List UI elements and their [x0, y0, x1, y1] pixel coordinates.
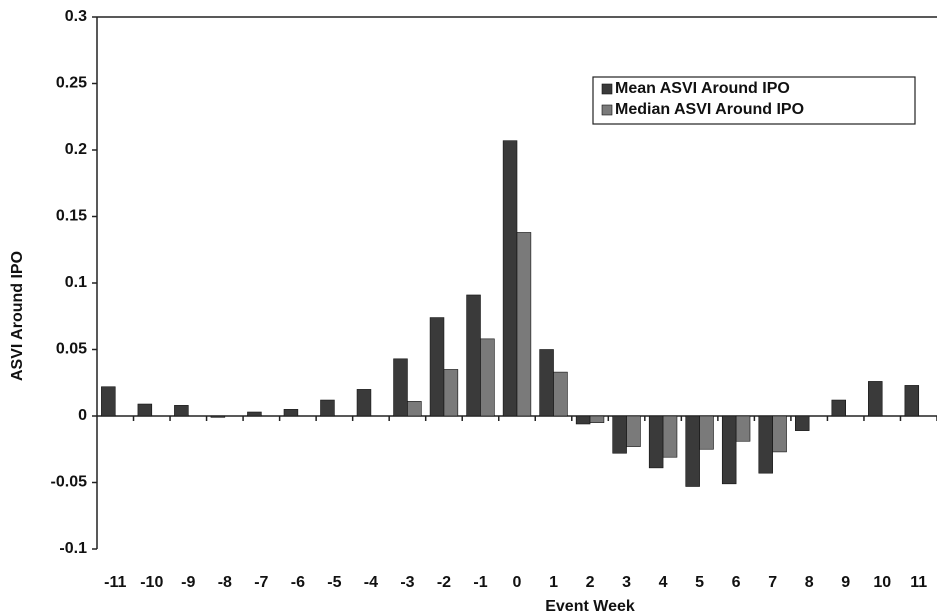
x-tick-label: 0: [513, 574, 522, 591]
bar: [101, 386, 116, 417]
x-tick-label: 8: [805, 574, 814, 591]
x-tick-label: 6: [732, 574, 741, 591]
x-tick-label: -3: [400, 574, 414, 591]
bar: [612, 415, 627, 454]
bar: [575, 415, 591, 425]
bar: [794, 415, 810, 431]
bar: [502, 140, 518, 417]
x-tick-label: -10: [140, 574, 163, 591]
bar: [247, 411, 262, 417]
bar: [589, 415, 605, 423]
bar: [831, 399, 846, 417]
bar: [772, 415, 787, 453]
x-tick-label: -9: [181, 574, 195, 591]
x-tick-label: 2: [586, 574, 595, 591]
bar: [407, 401, 422, 417]
x-tick-label: -8: [218, 574, 232, 591]
bar: [758, 415, 773, 474]
bar: [553, 371, 568, 417]
bar: [662, 415, 678, 458]
x-tick-label: 9: [841, 574, 850, 591]
bar: [443, 369, 459, 417]
x-tick-label: -11: [104, 574, 126, 591]
bar: [539, 349, 554, 417]
legend-swatch: [601, 104, 613, 116]
x-tick-label: 7: [768, 574, 777, 591]
y-axis-title: ASVI Around IPO: [9, 251, 26, 381]
bar: [648, 415, 664, 469]
bar: [699, 415, 714, 450]
y-tick-label: 0.1: [65, 274, 87, 291]
legend-label: Median ASVI Around IPO: [615, 101, 804, 118]
bar: [429, 317, 445, 417]
y-tick-label: 0: [78, 407, 87, 424]
y-tick-label: 0.25: [56, 75, 87, 92]
x-tick-label: -2: [437, 574, 451, 591]
x-tick-label: -4: [364, 574, 378, 591]
y-tick-label: 0.05: [56, 341, 87, 358]
x-tick-label: 10: [873, 574, 891, 591]
bar: [480, 338, 495, 417]
bar: [721, 415, 737, 485]
bar: [516, 232, 532, 417]
x-tick-label: -1: [473, 574, 487, 591]
x-tick-label: 5: [695, 574, 704, 591]
x-axis-title: Event Week: [545, 598, 635, 615]
y-tick-label: -0.1: [59, 540, 87, 557]
legend-label: Mean ASVI Around IPO: [615, 80, 790, 97]
bar: [685, 415, 700, 487]
bar: [210, 415, 226, 418]
bar: [735, 415, 751, 442]
x-tick-label: 1: [549, 574, 558, 591]
legend-box: [592, 76, 916, 125]
bar: [626, 415, 641, 447]
bar: [137, 403, 153, 417]
bar: [320, 399, 335, 417]
bar: [904, 385, 920, 417]
y-tick-label: 0.15: [56, 208, 87, 225]
bar: [466, 294, 481, 417]
bar: [174, 405, 189, 417]
bar: [868, 381, 883, 417]
y-tick-label: -0.05: [51, 474, 88, 491]
x-tick-label: -6: [291, 574, 305, 591]
bar: [393, 358, 408, 417]
x-tick-label: 3: [622, 574, 631, 591]
bar: [283, 409, 299, 417]
x-tick-label: -7: [254, 574, 268, 591]
x-tick-label: -5: [327, 574, 341, 591]
x-tick-label: 4: [659, 574, 668, 591]
bar: [356, 389, 372, 417]
y-tick-label: 0.2: [65, 141, 87, 158]
legend-swatch: [601, 83, 613, 95]
y-tick-label: 0.3: [65, 8, 87, 25]
x-tick-label: 11: [910, 574, 927, 591]
